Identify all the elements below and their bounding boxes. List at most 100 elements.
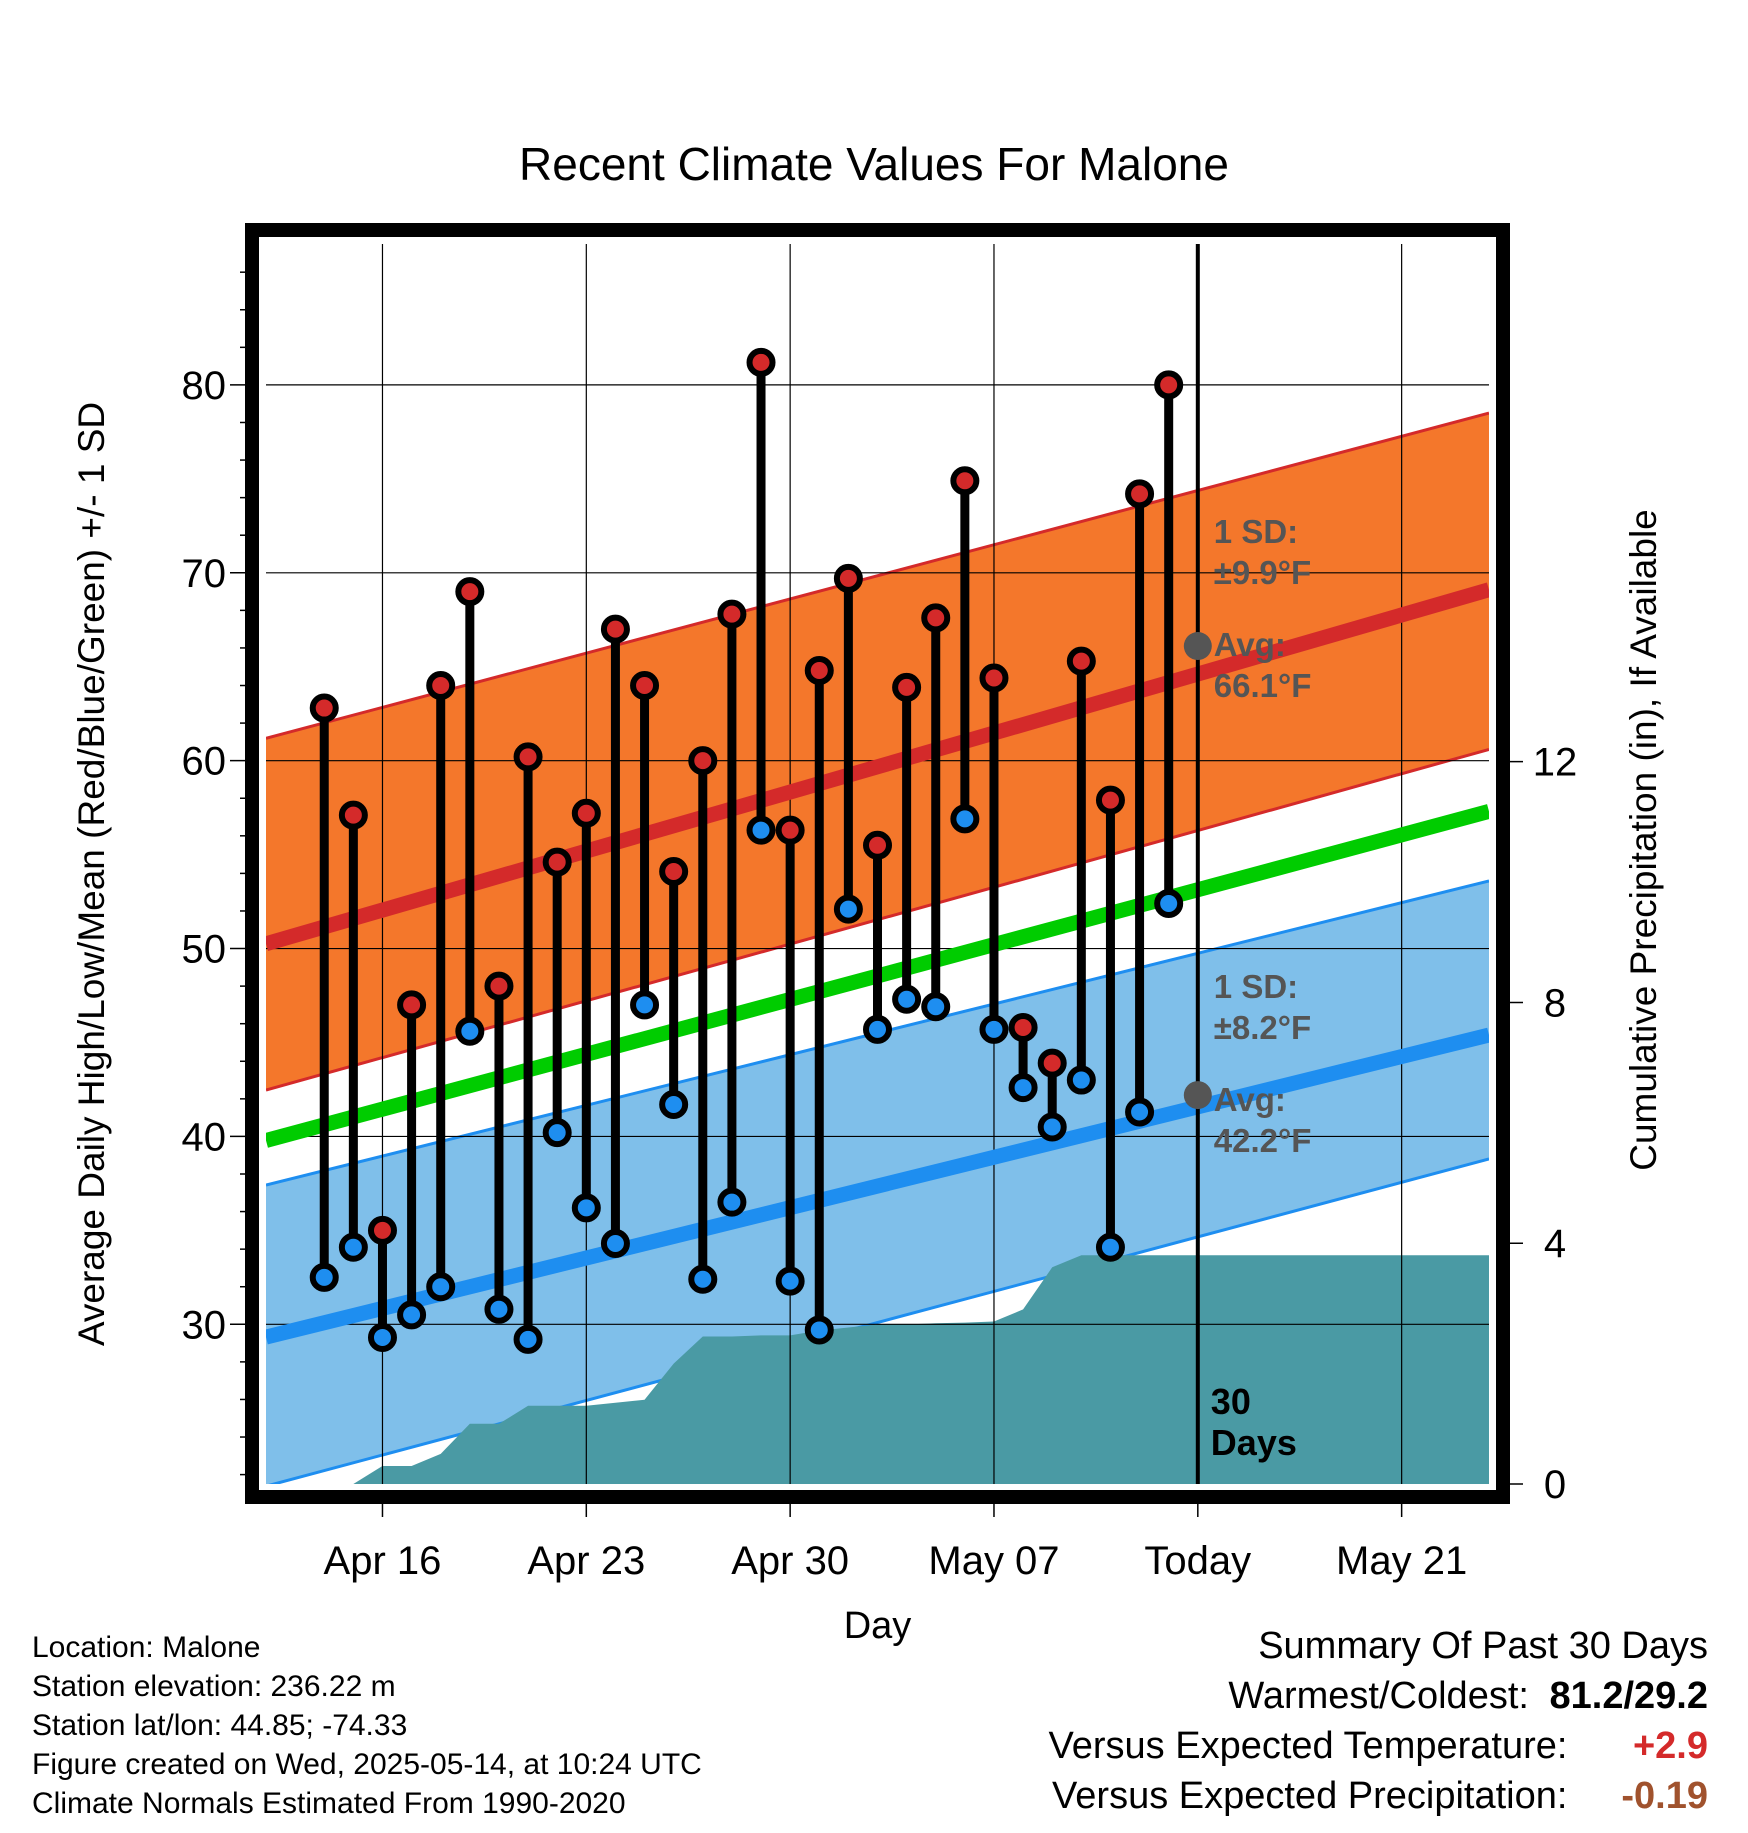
high-avg-dot xyxy=(1183,632,1212,661)
obs-low-point xyxy=(863,1014,892,1044)
warm-cold-value: 81.2/29.2 xyxy=(1549,1675,1708,1717)
obs-low-point xyxy=(455,1016,485,1046)
high-avg-label: Avg: xyxy=(1214,626,1286,663)
y2-tick-label: 8 xyxy=(1544,981,1566,1025)
y-tick-label: 40 xyxy=(182,1115,227,1159)
obs-low-point xyxy=(688,1264,718,1294)
low-avg-value: 42.2°F xyxy=(1214,1122,1312,1159)
obs-high-point xyxy=(397,990,427,1020)
y2-axis-title: Cumulative Precipitation (in), If Availa… xyxy=(1623,509,1664,1171)
days-label-word: Days xyxy=(1211,1422,1297,1463)
x-tick-label: May 21 xyxy=(1336,1539,1467,1583)
obs-high-point xyxy=(484,971,514,1001)
observations xyxy=(309,347,1184,1354)
summary-panel: Summary Of Past 30 Days Warmest/Coldest:… xyxy=(1049,1621,1708,1821)
station-info: Location: Malone Station elevation: 236.… xyxy=(32,1628,702,1823)
y-tick-label: 80 xyxy=(182,364,227,408)
warm-cold-label: Warmest/Coldest: xyxy=(1228,1675,1529,1717)
summary-title: Summary Of Past 30 Days xyxy=(1258,1625,1708,1667)
location-text: Location: Malone xyxy=(32,1631,261,1664)
x-axis-title: Day xyxy=(844,1605,912,1647)
precip-anomaly-value: -0.19 xyxy=(1621,1775,1708,1817)
y-tick-label: 70 xyxy=(182,552,227,596)
obs-high-point xyxy=(1154,370,1184,400)
obs-low-point xyxy=(1037,1112,1067,1142)
summary-precip-row: Versus Expected Precipitation: -0.19 xyxy=(1049,1771,1708,1821)
elevation-text: Station elevation: 236.22 m xyxy=(32,1670,396,1703)
low-sd-value: ±8.2°F xyxy=(1214,1009,1311,1046)
obs-low-point xyxy=(746,815,776,845)
obs-low-point xyxy=(309,1262,339,1292)
high-sd-band xyxy=(266,413,1489,1091)
obs-high-point xyxy=(746,347,776,377)
obs-low-point xyxy=(1154,888,1184,918)
obs-high-point xyxy=(921,603,951,633)
x-tick-label: May 07 xyxy=(928,1539,1059,1583)
obs-low-point xyxy=(775,1266,805,1296)
y-axis-title: Average Daily High/Low/Mean (Red/Blue/Gr… xyxy=(71,402,112,1346)
obs-low-point xyxy=(542,1118,572,1148)
obs-high-point xyxy=(1066,646,1096,676)
y-tick-label: 60 xyxy=(182,740,227,784)
obs-low-point xyxy=(513,1324,543,1354)
obs-low-point xyxy=(921,992,951,1022)
temp-anomaly-value: +2.9 xyxy=(1632,1725,1708,1767)
obs-high-point xyxy=(1037,1048,1067,1078)
obs-high-point xyxy=(600,614,630,644)
obs-high-point xyxy=(950,466,980,496)
y2-tick-label: 12 xyxy=(1533,741,1578,785)
latlon-text: Station lat/lon: 44.85; -74.33 xyxy=(32,1709,408,1742)
obs-low-point xyxy=(717,1187,747,1217)
obs-high-point xyxy=(775,815,805,845)
summary-temp-row: Versus Expected Temperature: +2.9 xyxy=(1049,1721,1708,1771)
obs-high-point xyxy=(542,847,572,877)
obs-high-point xyxy=(571,798,601,828)
obs-high-point xyxy=(426,671,456,701)
obs-high-point xyxy=(892,672,922,702)
obs-low-point xyxy=(892,984,922,1014)
y2-tick-label: 0 xyxy=(1544,1463,1566,1507)
y-axis-right: 0 4 8 12 Cumulative Precipitation (in), If A… xyxy=(1503,509,1664,1507)
obs-low-point xyxy=(979,1014,1009,1044)
obs-low-point xyxy=(630,990,660,1020)
obs-low-point xyxy=(833,894,863,924)
high-sd-value: ±9.9°F xyxy=(1214,554,1311,591)
obs-high-point xyxy=(367,1215,397,1245)
obs-high-point xyxy=(513,742,543,772)
obs-low-point xyxy=(367,1322,397,1352)
x-tick-label: Apr 30 xyxy=(731,1539,849,1583)
obs-low-point xyxy=(484,1294,514,1324)
chart-title: Recent Climate Values For Malone xyxy=(519,138,1229,190)
obs-low-point xyxy=(659,1089,689,1119)
plot-frame xyxy=(245,223,1510,1504)
obs-low-point xyxy=(1066,1065,1096,1095)
obs-low-point xyxy=(1125,1097,1155,1127)
obs-high-point xyxy=(338,800,368,830)
obs-low-point xyxy=(1008,1073,1038,1103)
high-sd-label: 1 SD: xyxy=(1214,513,1298,550)
x-tick-label: Today xyxy=(1144,1539,1251,1583)
y2-tick-label: 4 xyxy=(1544,1222,1566,1266)
obs-low-point xyxy=(1095,1232,1125,1262)
obs-low-point xyxy=(804,1315,834,1345)
y-tick-label: 50 xyxy=(182,928,227,972)
obs-high-point xyxy=(833,563,863,593)
obs-high-point xyxy=(630,671,660,701)
obs-high-point xyxy=(1095,785,1125,815)
precip-anomaly-label: Versus Expected Precipitation: xyxy=(1052,1775,1568,1817)
temp-anomaly-label: Versus Expected Temperature: xyxy=(1048,1725,1568,1767)
obs-low-point xyxy=(950,804,980,834)
low-avg-dot xyxy=(1183,1081,1212,1110)
low-normal-line xyxy=(266,1027,1489,1345)
obs-high-point xyxy=(979,663,1009,693)
obs-high-point xyxy=(717,599,747,629)
precip-area xyxy=(266,1255,1489,1484)
obs-high-point xyxy=(659,857,689,887)
obs-high-point xyxy=(1008,1012,1038,1042)
y-axis-left: 30 40 50 60 70 80 Average Daily High/Low/Mean … xyxy=(71,271,252,1476)
x-tick-label: Apr 23 xyxy=(527,1539,645,1583)
low-avg-label: Avg: xyxy=(1214,1081,1286,1118)
